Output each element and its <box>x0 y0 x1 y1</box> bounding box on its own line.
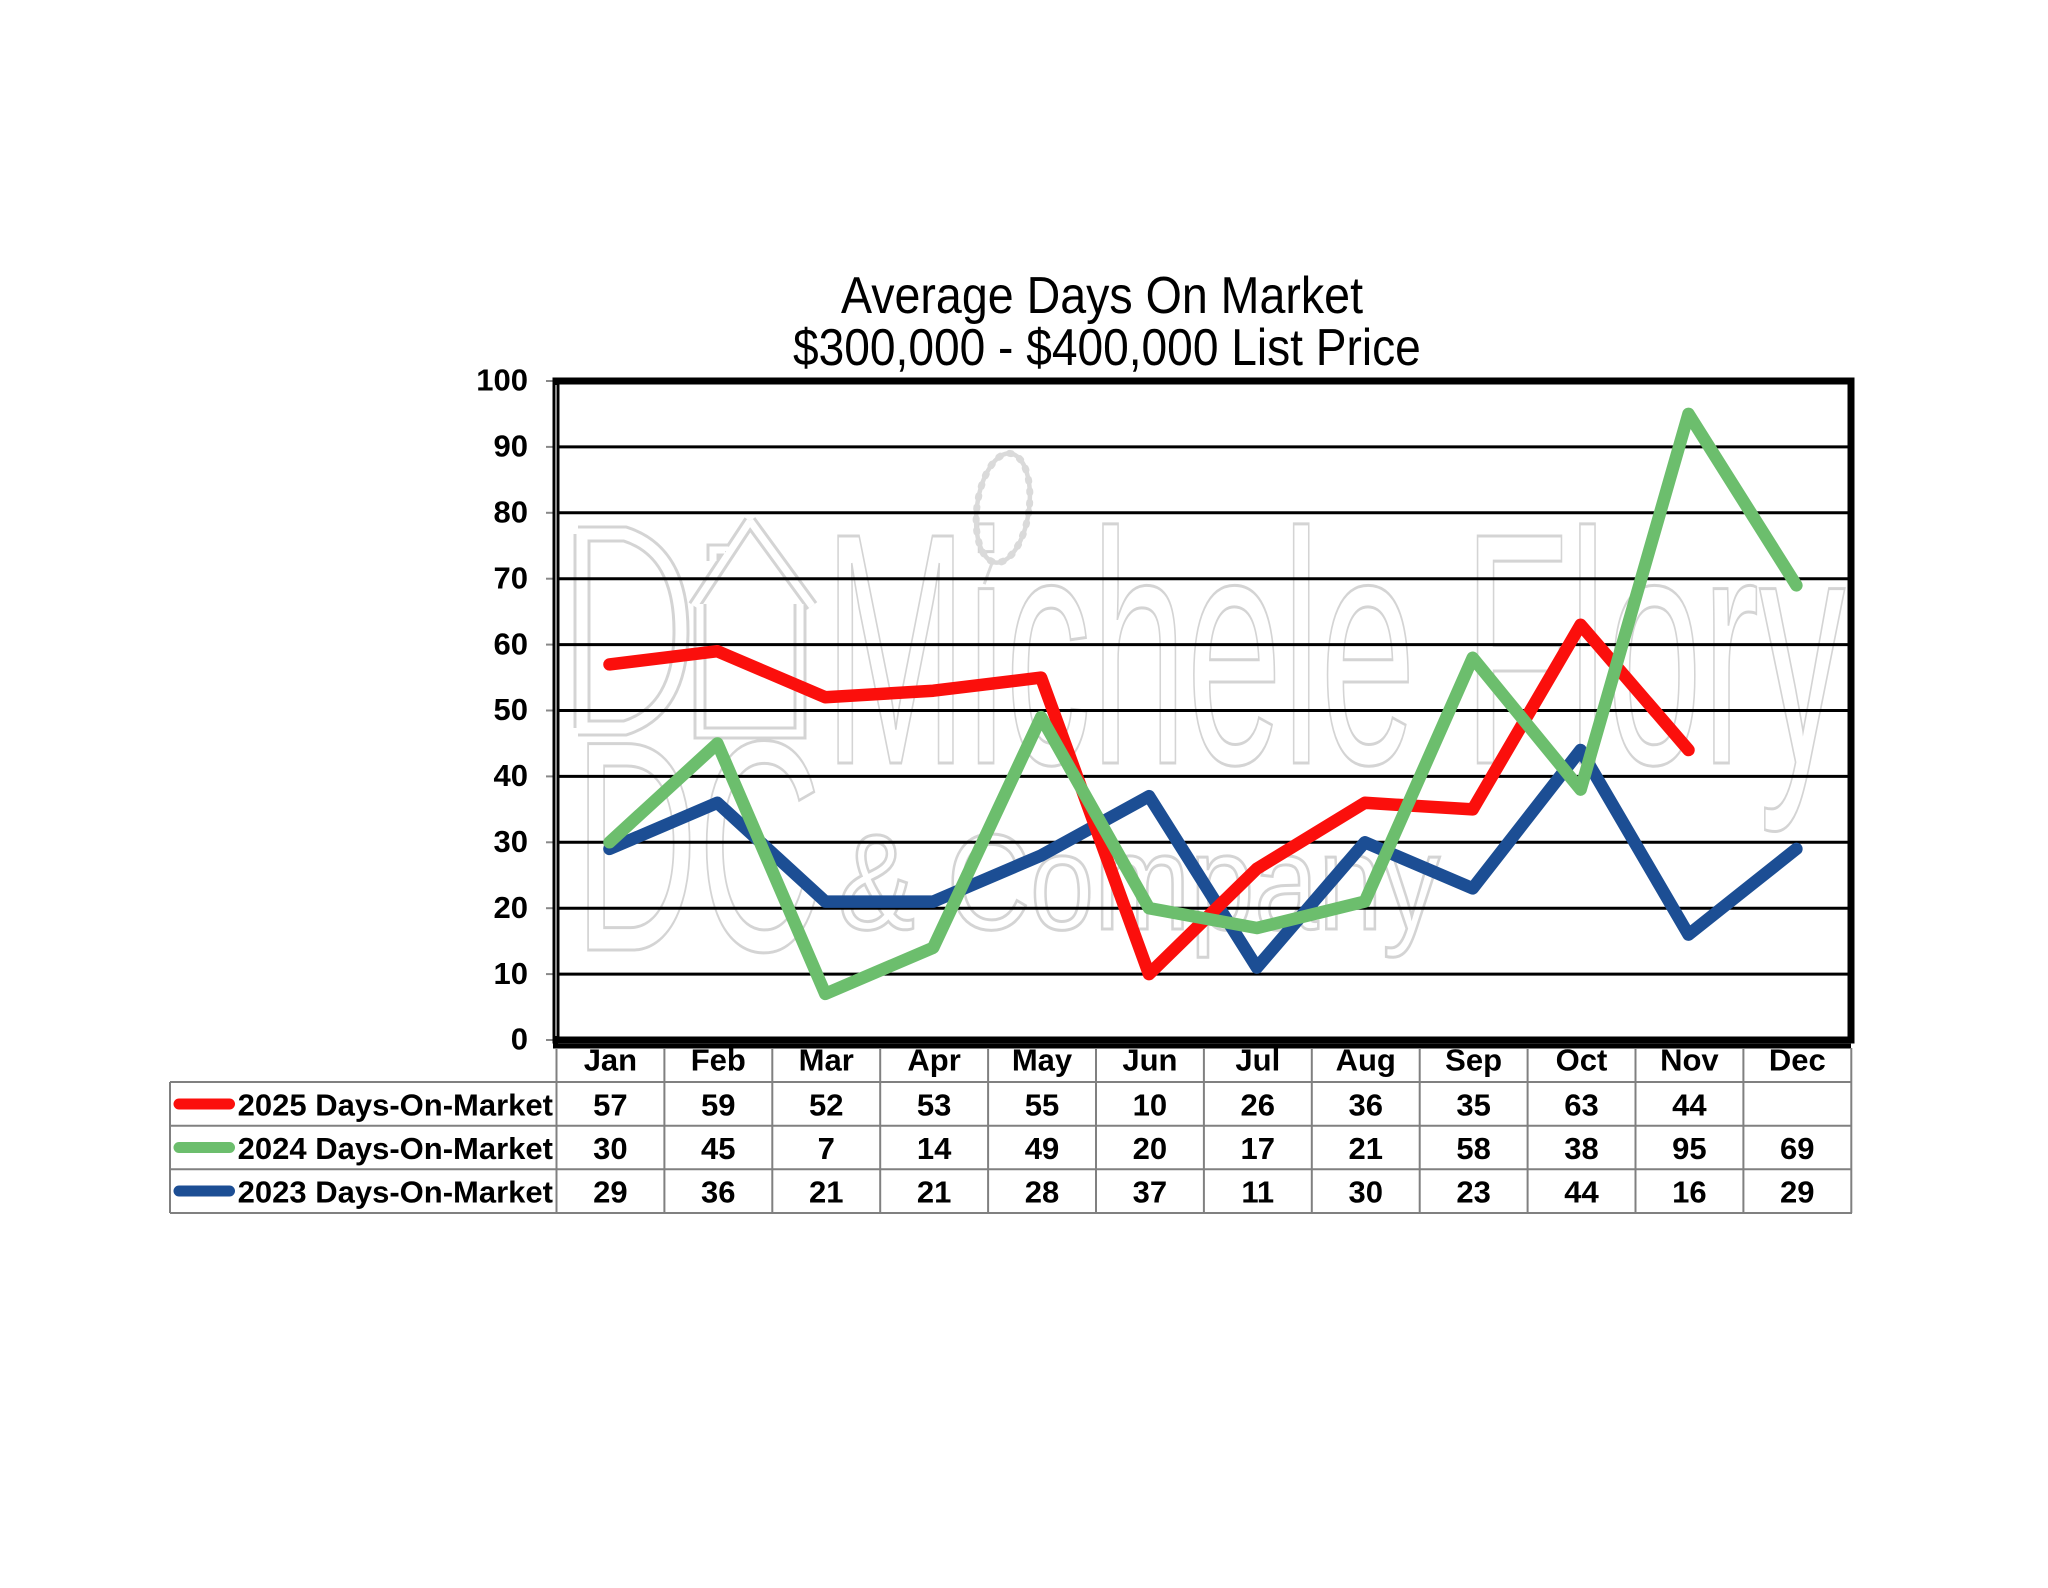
svg-text:55: 55 <box>1025 1087 1059 1122</box>
svg-text:95: 95 <box>1672 1131 1706 1166</box>
svg-text:21: 21 <box>917 1174 951 1209</box>
svg-text:60: 60 <box>494 626 528 661</box>
svg-text:Dec: Dec <box>1769 1043 1826 1078</box>
svg-text:2025 Days-On-Market: 2025 Days-On-Market <box>238 1087 553 1122</box>
svg-text:20: 20 <box>1133 1131 1167 1166</box>
svg-text:26: 26 <box>1241 1087 1275 1122</box>
svg-text:Average Days On Market: Average Days On Market <box>841 267 1363 325</box>
svg-text:59: 59 <box>701 1087 735 1122</box>
svg-text:90: 90 <box>494 429 528 464</box>
svg-text:30: 30 <box>593 1131 627 1166</box>
svg-text:63: 63 <box>1564 1087 1598 1122</box>
svg-text:0: 0 <box>511 1022 528 1057</box>
svg-text:36: 36 <box>1348 1087 1382 1122</box>
svg-text:70: 70 <box>494 560 528 595</box>
svg-text:$300,000 - $400,000 List Price: $300,000 - $400,000 List Price <box>793 319 1421 376</box>
svg-text:Apr: Apr <box>907 1043 960 1078</box>
svg-text:17: 17 <box>1241 1131 1275 1166</box>
svg-text:Mar: Mar <box>799 1043 854 1078</box>
svg-text:52: 52 <box>809 1087 843 1122</box>
svg-text:49: 49 <box>1025 1131 1059 1166</box>
svg-text:11: 11 <box>1241 1174 1274 1209</box>
svg-text:May: May <box>1012 1043 1073 1078</box>
svg-text:50: 50 <box>494 692 528 727</box>
svg-text:23: 23 <box>1456 1174 1490 1209</box>
svg-text:29: 29 <box>593 1174 627 1209</box>
svg-text:2024 Days-On-Market: 2024 Days-On-Market <box>238 1131 553 1166</box>
svg-text:28: 28 <box>1025 1174 1059 1209</box>
svg-text:Aug: Aug <box>1336 1043 1396 1078</box>
svg-text:80: 80 <box>494 495 528 530</box>
svg-text:57: 57 <box>593 1087 627 1122</box>
svg-text:20: 20 <box>494 890 528 925</box>
svg-text:45: 45 <box>701 1131 735 1166</box>
svg-text:7: 7 <box>818 1131 835 1166</box>
svg-text:Feb: Feb <box>691 1043 746 1078</box>
svg-text:35: 35 <box>1456 1087 1490 1122</box>
svg-text:2023 Days-On-Market: 2023 Days-On-Market <box>238 1174 553 1209</box>
svg-text:10: 10 <box>494 956 528 991</box>
svg-text:44: 44 <box>1564 1174 1599 1209</box>
svg-text:Jan: Jan <box>584 1043 637 1078</box>
svg-text:100: 100 <box>476 363 528 398</box>
svg-text:30: 30 <box>1348 1174 1382 1209</box>
svg-text:53: 53 <box>917 1087 951 1122</box>
svg-text:69: 69 <box>1780 1131 1814 1166</box>
svg-text:58: 58 <box>1456 1131 1490 1166</box>
svg-text:14: 14 <box>917 1131 952 1166</box>
svg-text:Nov: Nov <box>1660 1043 1719 1078</box>
svg-text:38: 38 <box>1564 1131 1598 1166</box>
svg-text:Oct: Oct <box>1556 1043 1608 1078</box>
svg-text:29: 29 <box>1780 1174 1814 1209</box>
svg-text:21: 21 <box>1348 1131 1382 1166</box>
svg-text:16: 16 <box>1672 1174 1706 1209</box>
svg-text:Jun: Jun <box>1122 1043 1177 1078</box>
svg-text:21: 21 <box>809 1174 843 1209</box>
svg-text:40: 40 <box>494 758 528 793</box>
svg-text:37: 37 <box>1133 1174 1167 1209</box>
svg-text:Michele Flory: Michele Flory <box>824 464 1845 835</box>
svg-text:44: 44 <box>1672 1087 1707 1122</box>
svg-text:10: 10 <box>1133 1087 1167 1122</box>
svg-text:Sep: Sep <box>1445 1043 1502 1078</box>
svg-text:30: 30 <box>494 824 528 859</box>
svg-text:Jul: Jul <box>1235 1043 1280 1078</box>
svg-text:36: 36 <box>701 1174 735 1209</box>
